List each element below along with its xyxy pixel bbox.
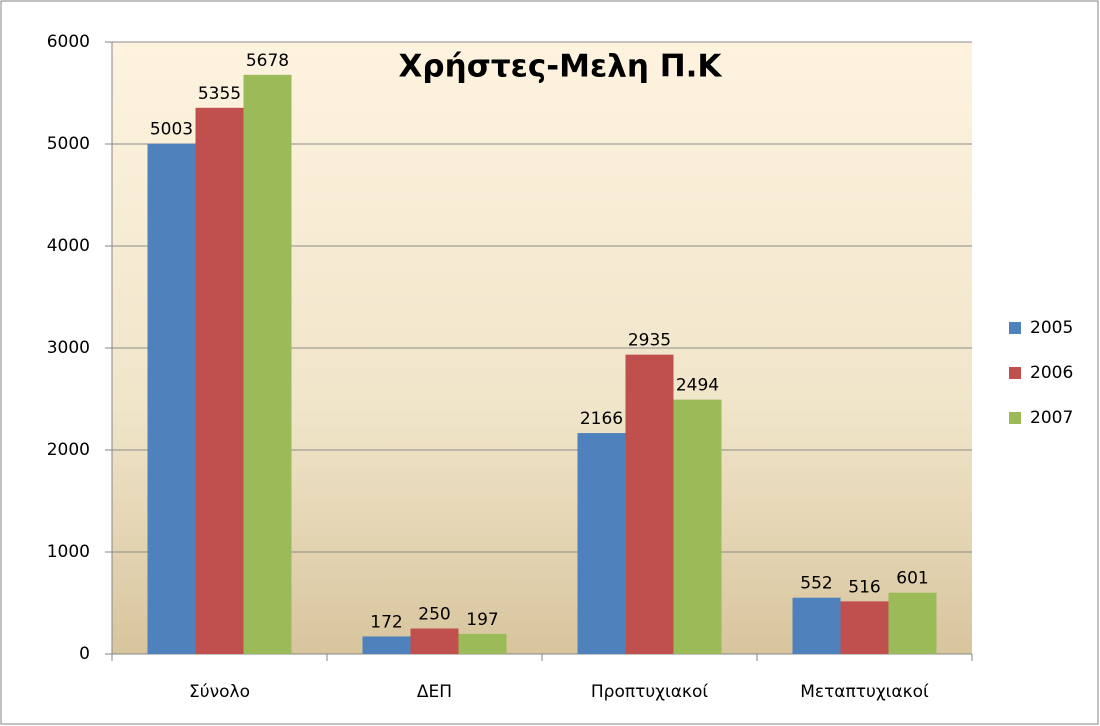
y-tick-label: 6000 bbox=[47, 32, 90, 52]
data-label: 5003 bbox=[150, 120, 193, 140]
legend-swatch bbox=[1009, 367, 1021, 379]
legend-swatch bbox=[1009, 412, 1021, 424]
y-tick-label: 5000 bbox=[47, 134, 90, 154]
x-tick-label: Μεταπτυχιακοί bbox=[800, 682, 929, 702]
data-label: 5678 bbox=[246, 51, 289, 71]
data-label: 2494 bbox=[676, 376, 719, 396]
data-label: 601 bbox=[896, 569, 928, 589]
y-tick-label: 0 bbox=[79, 644, 90, 664]
legend-label: 2005 bbox=[1030, 318, 1073, 338]
data-label: 172 bbox=[370, 612, 402, 632]
x-tick-label: ΔΕΠ bbox=[417, 682, 452, 702]
bar bbox=[577, 433, 626, 654]
y-tick-label: 4000 bbox=[47, 236, 90, 256]
data-label: 2935 bbox=[628, 331, 671, 351]
chart-title: Χρήστες-Μελη Π.Κ bbox=[399, 49, 723, 85]
data-label: 2166 bbox=[580, 409, 623, 429]
bar bbox=[840, 601, 889, 654]
legend-label: 2007 bbox=[1030, 408, 1073, 428]
data-label: 552 bbox=[800, 574, 832, 594]
bar bbox=[243, 74, 292, 655]
bar bbox=[792, 597, 841, 654]
x-tick-label: Προπτυχιακοί bbox=[591, 682, 708, 702]
x-tick-label: Σύνολο bbox=[189, 682, 250, 702]
y-tick-label: 2000 bbox=[47, 440, 90, 460]
data-label: 250 bbox=[418, 605, 450, 625]
data-label: 5355 bbox=[198, 84, 241, 104]
legend-swatch bbox=[1009, 322, 1021, 334]
bar bbox=[147, 143, 196, 654]
bar bbox=[673, 399, 722, 654]
bar bbox=[410, 628, 459, 654]
data-label: 197 bbox=[466, 610, 498, 630]
bar bbox=[625, 354, 674, 654]
bar bbox=[195, 107, 244, 655]
legend-label: 2006 bbox=[1030, 363, 1073, 383]
y-tick-label: 1000 bbox=[47, 542, 90, 562]
y-tick-label: 3000 bbox=[47, 338, 90, 358]
data-label: 516 bbox=[848, 577, 880, 597]
bar bbox=[362, 636, 411, 654]
bar bbox=[888, 592, 937, 654]
bar bbox=[458, 633, 507, 654]
